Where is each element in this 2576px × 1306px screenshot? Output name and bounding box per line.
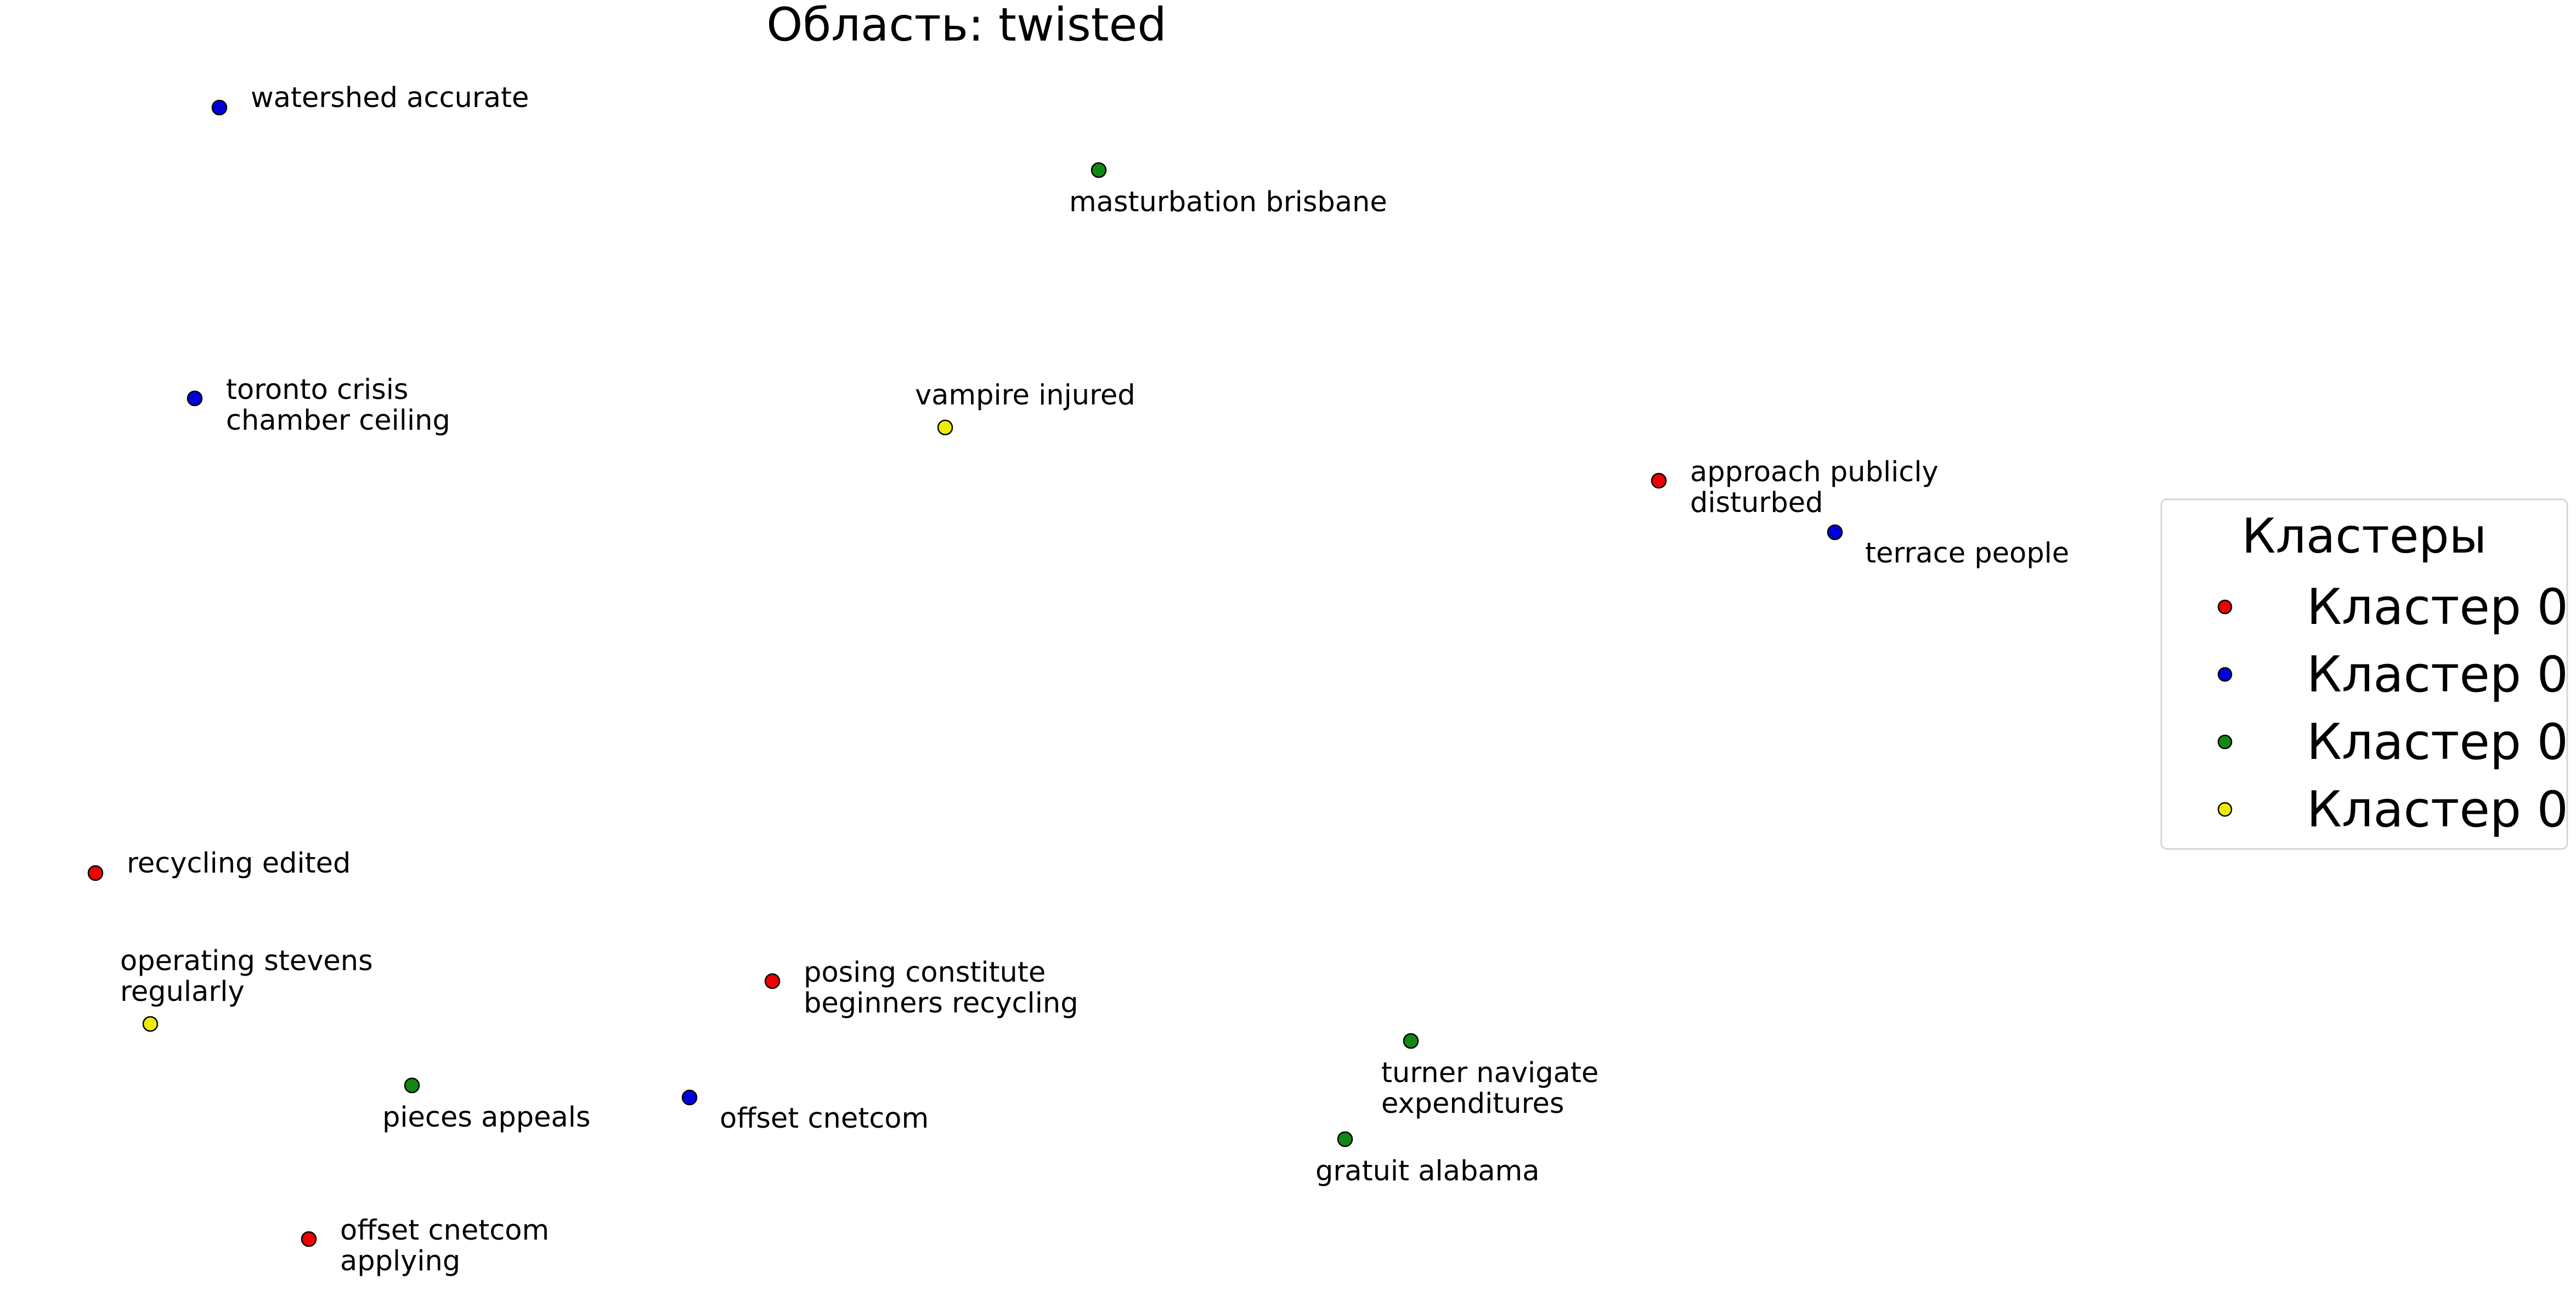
chart-title: Область: twisted: [766, 0, 1166, 52]
data-point: [211, 99, 228, 116]
point-label: expenditures: [1381, 1088, 1564, 1120]
point-label: turner navigate: [1381, 1057, 1598, 1089]
data-point: [142, 1016, 159, 1032]
data-point: [404, 1077, 420, 1094]
point-label: regularly: [120, 976, 245, 1008]
legend-marker: [2217, 667, 2233, 682]
legend-label: Кластер 0: [2307, 713, 2568, 771]
point-label: terrace people: [1865, 537, 2069, 570]
legend-marker: [2217, 599, 2233, 615]
points-layer: watershed accurate masturbation brisbane t…: [87, 82, 2069, 1277]
legend-label: Кластер 0: [2307, 578, 2568, 636]
data-point: [87, 865, 104, 881]
point-label: posing constitute: [804, 956, 1046, 989]
point-label: operating stevens: [120, 945, 373, 977]
point-label: chamber ceiling: [226, 404, 450, 437]
legend: Кластеры Кластер 0 Кластер 0 Кластер 0 Клас…: [2160, 498, 2568, 850]
legend-label: Кластер 0: [2307, 781, 2568, 838]
point-label: applying: [340, 1245, 460, 1277]
point-label: beginners recycling: [804, 987, 1078, 1020]
data-point: [301, 1231, 317, 1247]
data-point: [1091, 162, 1107, 178]
data-point: [1651, 472, 1667, 489]
point-label: toronto crisis: [226, 374, 408, 406]
legend-marker: [2217, 734, 2233, 750]
point-label: watershed accurate: [251, 82, 529, 114]
point-label: recycling edited: [127, 847, 351, 880]
point-label: offset cnetcom: [720, 1102, 929, 1135]
legend-title: Кластеры: [2242, 508, 2487, 564]
point-label: approach publicly: [1690, 456, 1939, 488]
point-label: masturbation brisbane: [1069, 186, 1387, 218]
data-point: [1337, 1131, 1353, 1147]
point-label: disturbed: [1690, 487, 1823, 519]
data-point: [937, 419, 953, 436]
data-point: [187, 390, 203, 407]
data-point: [1827, 524, 1843, 541]
point-label: pieces appeals: [382, 1101, 591, 1134]
point-label: vampire injured: [915, 379, 1136, 412]
point-label: gratuit alabama: [1315, 1155, 1540, 1187]
data-point: [764, 973, 781, 989]
legend-marker: [2217, 802, 2233, 817]
point-label: offset cnetcom: [340, 1214, 549, 1247]
legend-label: Кластер 0: [2307, 646, 2568, 703]
data-point: [681, 1089, 698, 1106]
legend-frame: [2160, 498, 2568, 850]
data-point: [1403, 1033, 1419, 1049]
